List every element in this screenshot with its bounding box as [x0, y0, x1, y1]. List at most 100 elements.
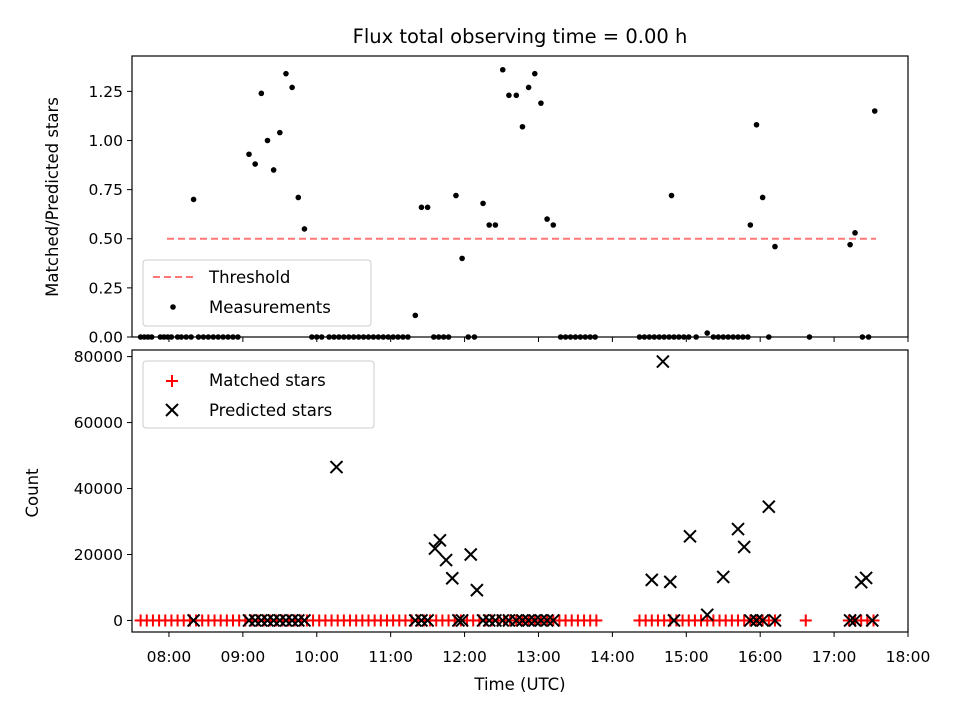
bottom-panel: 0 20000 40000 60000 80000 08:00 09:00 10:00 11:… — [23, 348, 930, 694]
measurement-point — [264, 137, 271, 144]
top-panel: 0.00 0.25 0.50 0.75 1.00 1.25 Matched/Predict… — [43, 55, 909, 347]
predicted-star-point — [667, 613, 681, 628]
predicted-star-point — [731, 522, 745, 536]
measurement-point — [735, 334, 741, 340]
measurement-point — [370, 334, 377, 340]
measurement-point — [710, 334, 717, 340]
predicted-star-point — [285, 613, 299, 628]
legend-measurements-swatch — [170, 304, 176, 310]
x-tick-label: 13:00 — [516, 648, 561, 666]
measurement-point — [459, 255, 465, 262]
measurement-point — [395, 334, 401, 340]
measurement-point — [671, 334, 677, 340]
measurement-point — [847, 241, 853, 248]
predicted-star-point — [464, 547, 478, 562]
predicted-star-point — [496, 613, 510, 628]
predicted-star-point — [848, 613, 862, 628]
measurement-point — [740, 334, 746, 340]
predicted-star-point — [540, 613, 554, 628]
bottom-y-axis-label: Count — [23, 468, 42, 518]
measurement-point — [747, 222, 754, 228]
measurement-point — [772, 243, 778, 250]
predicted-star-point — [749, 613, 764, 628]
measurement-point — [513, 92, 520, 99]
predicted-star-point — [737, 540, 751, 554]
measurement-point — [430, 334, 437, 340]
measurement-point — [557, 334, 564, 340]
x-tick-label: 09:00 — [221, 648, 266, 666]
matched-star-point — [799, 614, 812, 627]
measurement-point — [283, 70, 289, 77]
measurement-point — [412, 312, 419, 319]
top-y-tick-label: 1.00 — [88, 132, 123, 150]
predicted-stars-points — [186, 354, 879, 628]
measurement-point — [676, 334, 682, 340]
top-y-tick-label: 1.25 — [88, 83, 123, 101]
measurement-point — [666, 334, 672, 340]
predicted-star-point — [528, 613, 542, 628]
measurement-point — [582, 334, 589, 340]
measurement-points — [137, 66, 878, 340]
top-y-ticks: 0.00 0.25 0.50 0.75 1.00 1.25 — [88, 83, 132, 347]
bottom-y-tick-label: 40000 — [74, 480, 123, 498]
measurement-point — [550, 222, 557, 228]
measurement-point — [435, 334, 442, 340]
measurement-point — [301, 226, 308, 232]
measurement-point — [453, 192, 459, 199]
measurement-point — [210, 334, 217, 340]
bottom-y-ticks: 0 20000 40000 60000 80000 — [74, 348, 132, 630]
x-tick-label: 08:00 — [147, 648, 192, 666]
measurement-point — [525, 84, 532, 91]
measurement-point — [480, 200, 486, 207]
legend-measurements-label: Measurements — [209, 298, 331, 317]
measurement-point — [148, 334, 155, 340]
measurement-point — [318, 334, 325, 340]
measurement-point — [806, 334, 813, 340]
measurement-point — [200, 334, 207, 340]
bottom-y-tick-label: 80000 — [74, 348, 123, 366]
measurement-point — [725, 334, 731, 340]
measurement-point — [730, 334, 736, 340]
predicted-star-point — [656, 354, 670, 369]
measurement-point — [309, 334, 315, 340]
bottom-axes-frame — [131, 349, 909, 633]
measurement-point — [704, 330, 711, 336]
measurement-point — [331, 334, 337, 340]
x-tick-label: 11:00 — [368, 648, 413, 666]
measurement-point — [440, 334, 447, 340]
measurement-point — [225, 334, 231, 340]
measurement-point — [859, 334, 866, 340]
matched-stars-points — [134, 614, 880, 627]
top-y-axis-label: Matched/Predicted stars — [43, 97, 62, 297]
predicted-star-point — [716, 570, 730, 584]
measurement-point — [715, 334, 722, 340]
measurement-point — [492, 222, 499, 228]
predicted-star-point — [445, 571, 459, 585]
measurement-point — [681, 334, 687, 340]
legend-matched-swatch — [166, 375, 178, 387]
x-tick-label: 10:00 — [294, 648, 339, 666]
predicted-star-point — [768, 613, 782, 628]
measurement-point — [246, 151, 252, 158]
measurement-point — [577, 334, 584, 340]
x-tick-label: 14:00 — [590, 648, 635, 666]
measurement-point — [178, 334, 185, 340]
measurement-point — [685, 334, 692, 340]
measurement-point — [661, 334, 667, 340]
x-tick-label: 16:00 — [738, 648, 783, 666]
predicted-star-point — [476, 613, 490, 628]
predicted-star-point — [451, 613, 466, 628]
top-y-tick-label: 0.00 — [88, 329, 123, 347]
measurement-point — [252, 161, 258, 167]
legend-threshold-label: Threshold — [208, 268, 290, 287]
measurement-point — [326, 334, 332, 340]
measurement-point — [360, 334, 367, 340]
bottom-x-ticks: 08:00 09:00 10:00 11:00 12:00 13:00 14:00 15:00… — [147, 632, 930, 666]
measurement-point — [230, 334, 236, 340]
matched-star-point — [590, 614, 603, 627]
predicted-star-point — [291, 613, 305, 628]
bottom-legend-box — [142, 360, 375, 429]
measurement-point — [405, 334, 411, 340]
predicted-star-point — [482, 613, 496, 628]
